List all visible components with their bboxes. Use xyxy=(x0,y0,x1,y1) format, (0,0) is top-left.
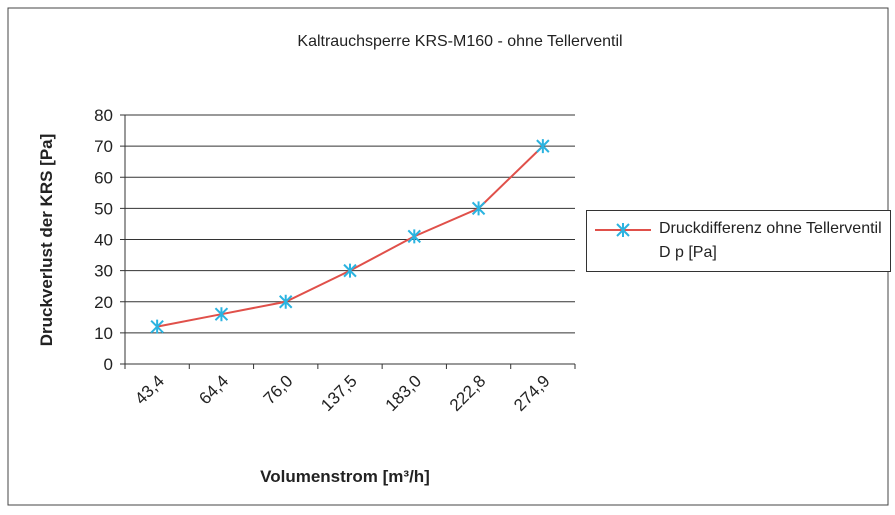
y-tick-label: 30 xyxy=(94,262,113,281)
data-marker xyxy=(407,229,421,244)
data-marker xyxy=(343,263,357,278)
y-tick-label: 20 xyxy=(94,293,113,312)
legend-symbol xyxy=(595,223,651,237)
x-axis-label: Volumenstrom [m³/h] xyxy=(260,467,430,486)
y-tick-label: 0 xyxy=(104,355,113,374)
y-tick-label: 80 xyxy=(94,106,113,125)
data-marker xyxy=(279,294,293,309)
data-marker xyxy=(536,139,550,154)
y-tick-label: 10 xyxy=(94,324,113,343)
legend-label: Druckdifferenz ohne Tellerventil D p [Pa… xyxy=(659,220,882,261)
data-marker xyxy=(150,319,164,334)
legend: Druckdifferenz ohne Tellerventil D p [Pa… xyxy=(586,210,891,272)
y-tick-label: 70 xyxy=(94,137,113,156)
y-tick-label: 60 xyxy=(94,168,113,187)
y-tick-label: 50 xyxy=(94,199,113,218)
chart-title: Kaltrauchsperre KRS-M160 - ohne Tellerve… xyxy=(297,33,622,50)
y-tick-label: 40 xyxy=(94,231,113,250)
data-marker xyxy=(471,201,486,216)
data-marker xyxy=(214,307,229,322)
legend-marker xyxy=(616,223,630,237)
y-axis-label: Druckverlust der KRS [Pa] xyxy=(37,134,56,347)
